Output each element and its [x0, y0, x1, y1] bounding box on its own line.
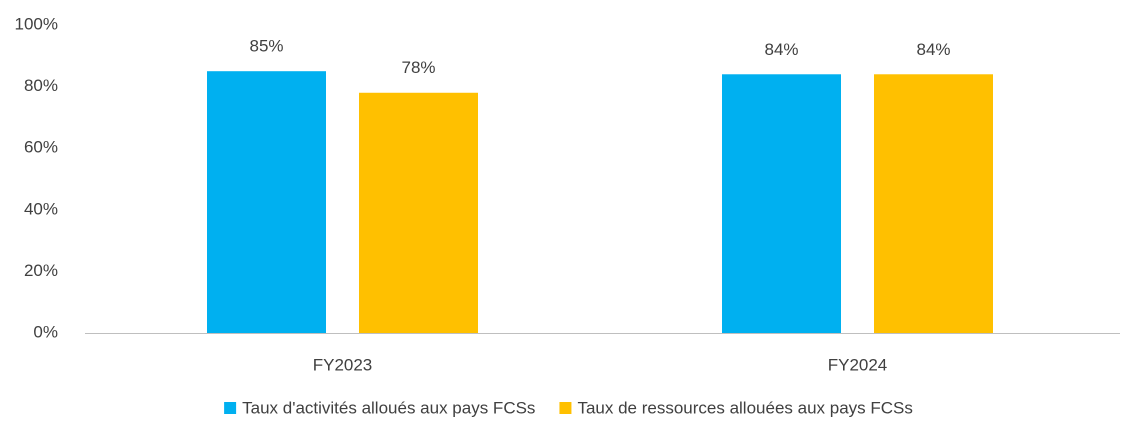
x-tick-label: FY2023	[313, 355, 373, 374]
bar	[359, 92, 478, 333]
x-tick-label: FY2024	[828, 355, 888, 374]
bar	[207, 71, 326, 333]
y-tick-label: 100%	[15, 14, 58, 33]
y-tick-label: 60%	[24, 138, 58, 157]
y-tick-label: 0%	[33, 322, 58, 341]
value-label: 85%	[249, 37, 283, 56]
bar	[874, 74, 993, 333]
legend-swatch	[559, 402, 572, 414]
y-tick-label: 20%	[24, 261, 58, 280]
value-label: 84%	[916, 40, 950, 59]
value-label: 84%	[764, 40, 798, 59]
y-tick-label: 40%	[24, 199, 58, 218]
value-label: 78%	[401, 58, 435, 77]
legend-label: Taux de ressources allouées aux pays FCS…	[577, 398, 912, 417]
legend-swatch	[224, 402, 237, 414]
legend-label: Taux d'activités alloués aux pays FCSs	[242, 398, 535, 417]
y-tick-label: 80%	[24, 76, 58, 95]
bar	[722, 74, 841, 333]
